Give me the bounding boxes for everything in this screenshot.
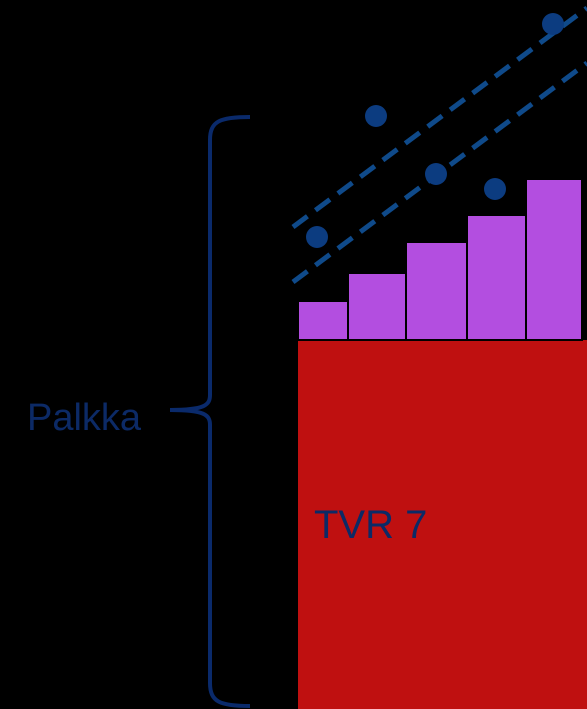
step-bars	[297, 178, 583, 341]
curly-brace	[169, 115, 251, 708]
base-block-label: TVR 7	[314, 503, 427, 547]
base-salary-block	[298, 340, 587, 709]
data-dots	[306, 13, 564, 248]
dashed-line-upper	[291, 5, 587, 230]
step-bar-2	[347, 272, 407, 341]
step-bar-1	[297, 300, 349, 341]
step-bar-3	[405, 241, 468, 341]
dot-3	[425, 163, 447, 185]
brace-label: Palkka	[27, 397, 142, 439]
step-bar-5	[525, 178, 583, 341]
dot-1	[306, 226, 328, 248]
dot-5	[542, 13, 564, 35]
dot-2	[365, 105, 387, 127]
dot-4	[484, 178, 506, 200]
step-bar-4	[466, 214, 527, 341]
